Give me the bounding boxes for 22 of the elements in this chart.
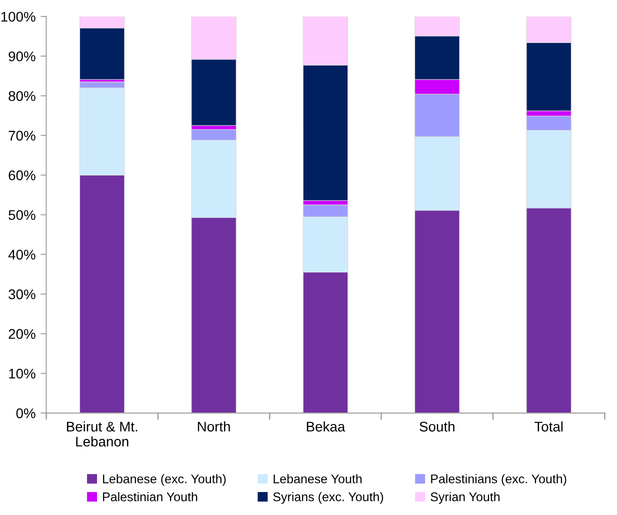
x-tick-label: South — [420, 421, 454, 432]
y-tick-label: 50% — [8, 210, 36, 220]
x-tick-label: Bekaa — [306, 421, 346, 432]
y-tick-label: 60% — [8, 170, 36, 180]
y-tick-label: 90% — [8, 51, 36, 62]
x-tick-label: North — [198, 421, 230, 432]
legend-label: Palestinian Youth — [103, 492, 198, 502]
y-tick-label: 20% — [8, 329, 36, 339]
y-tick-label: 30% — [8, 289, 36, 300]
y-tick-label: 80% — [8, 91, 36, 101]
y-tick-label: 70% — [8, 130, 36, 141]
x-tick-label: Total — [534, 421, 563, 432]
legend-label: Palestinians (exc. Youth) — [431, 474, 566, 486]
legend-label: Lebanese (exc. Youth) — [103, 474, 226, 486]
y-tick-label: 10% — [9, 368, 36, 379]
legend-label: Lebanese Youth — [274, 474, 362, 484]
legend-label: Syrian Youth — [430, 492, 500, 504]
legend-label: Syrians (exc. Youth) — [273, 492, 384, 504]
y-tick-label: 40% — [8, 250, 36, 260]
y-tick-label: 0% — [16, 408, 36, 418]
x-tick-label: Beirut & Mt. Lebanon — [66, 421, 138, 447]
y-tick-label: 100% — [1, 12, 36, 22]
